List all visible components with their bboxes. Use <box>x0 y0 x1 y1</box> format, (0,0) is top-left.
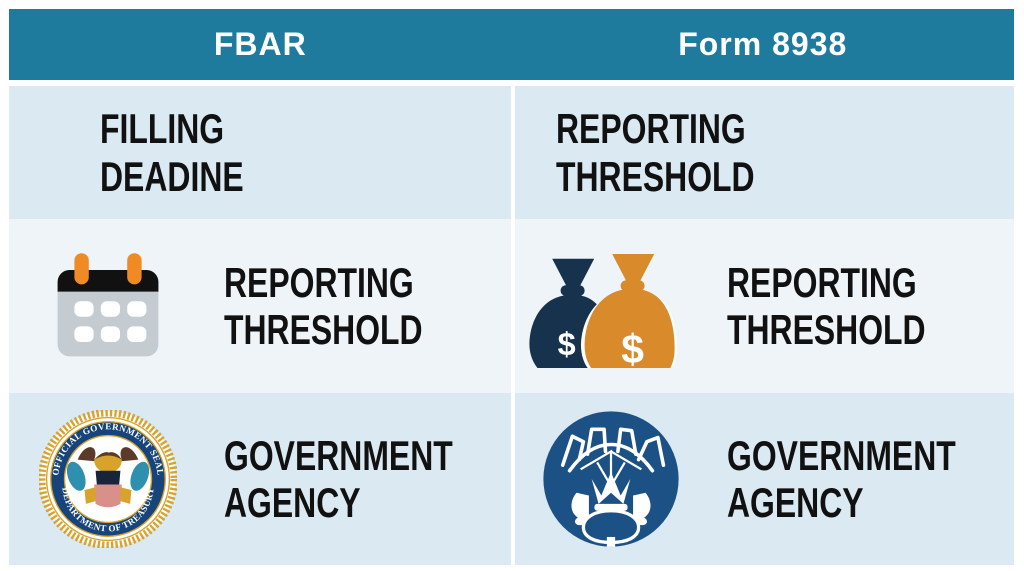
svg-text:$: $ <box>621 326 644 368</box>
svg-text:$: $ <box>557 326 575 362</box>
